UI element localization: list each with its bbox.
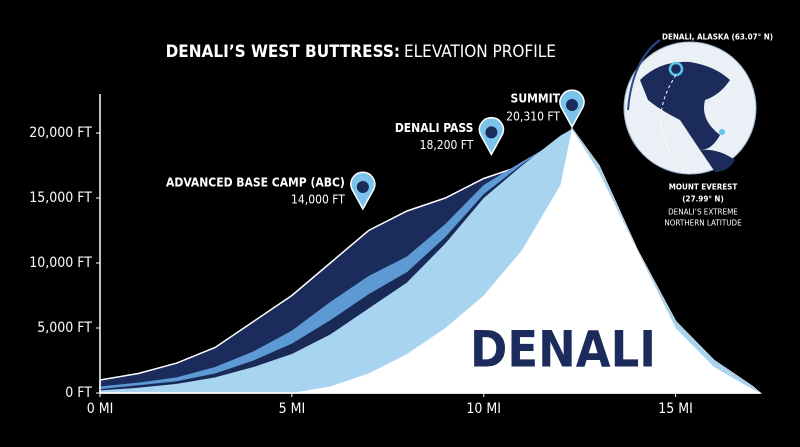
globe-inset: DENALI, ALASKA (63.07° N) MOUNT EVEREST … [623,33,773,228]
continent [700,149,735,172]
y-tick-label: 15,000 FT [29,190,92,206]
inset-note: NORTHERN LATITUDE [664,219,742,228]
annotation-value: 14,000 FT [291,193,345,207]
chart-title: DENALI’S WEST BUTTRESS: [166,42,400,62]
annotation-label: ADVANCED BASE CAMP (ABC) [166,176,345,190]
inset-compare: MOUNT EVEREST [669,183,738,192]
plot-area [99,127,763,394]
x-tick-label: 10 MI [466,401,501,417]
x-tick-label: 5 MI [279,401,306,417]
pin-icon [565,98,578,111]
chart-subtitle: ELEVATION PROFILE [404,42,556,62]
annotation-label: DENALI PASS [395,121,474,135]
pin-icon [356,181,369,193]
area-layer [100,128,760,393]
continent [640,61,730,150]
annotation-label: SUMMIT [511,91,561,105]
inset-lat: (27.99° N) [682,195,723,204]
arc [627,39,661,111]
inset-origin: DENALI, ALASKA (63.07° N) [662,33,773,42]
x-tick-label: 15 MI [658,401,693,417]
x-tick-label: 0 MI [87,401,114,417]
connector [660,74,691,176]
annotation-value: 18,200 FT [420,138,474,152]
y-tick-label: 10,000 FT [29,255,92,271]
everest-marker [719,129,725,135]
inset-note: DENALI’S EXTREME [668,208,738,217]
y-tick-label: 5,000 FT [37,320,92,336]
y-tick-label: 0 FT [65,385,92,401]
watermark: DENALI [470,321,656,379]
pin-icon [485,126,498,139]
y-tick-label: 20,000 FT [29,125,92,141]
annotation-value: 20,310 FT [506,109,560,123]
